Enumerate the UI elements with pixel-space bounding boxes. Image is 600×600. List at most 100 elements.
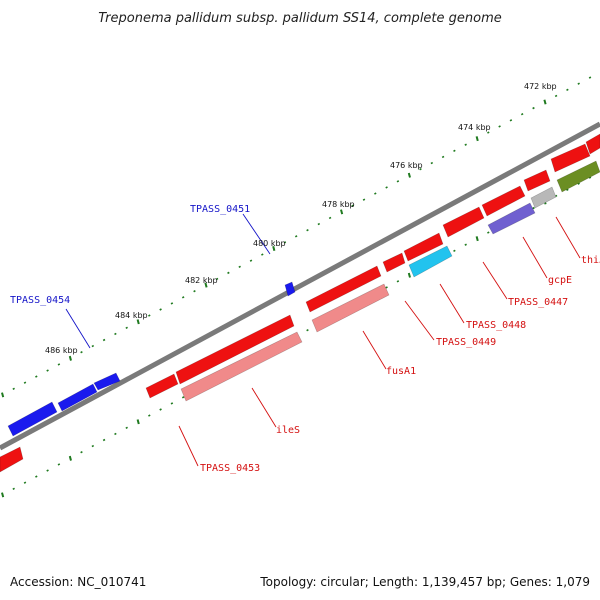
gene-reverse-5[interactable] bbox=[382, 252, 406, 273]
gene-forward-1[interactable] bbox=[7, 401, 58, 437]
gene-reverse-2[interactable] bbox=[145, 373, 179, 399]
minor-tick bbox=[159, 308, 162, 311]
minor-tick bbox=[532, 106, 535, 110]
minor-tick bbox=[566, 88, 569, 92]
gene-reverse-11[interactable] bbox=[585, 133, 600, 155]
major-tick bbox=[407, 172, 411, 178]
gene-reverse-1[interactable] bbox=[0, 446, 24, 473]
tick-label-476: 476 kbp bbox=[390, 161, 423, 170]
minor-tick bbox=[464, 243, 467, 246]
minor-tick bbox=[159, 408, 162, 411]
minor-tick bbox=[328, 216, 332, 220]
label-thiJ: thiJ bbox=[581, 255, 600, 266]
minor-tick bbox=[57, 463, 61, 466]
gene-reverse-4[interactable] bbox=[305, 265, 382, 313]
minor-tick bbox=[215, 277, 219, 281]
minor-tick bbox=[23, 381, 27, 384]
minor-tick bbox=[306, 228, 309, 232]
reverse-strand-genes bbox=[0, 133, 600, 473]
gene-purple[interactable] bbox=[487, 202, 536, 235]
tick-label-472: 472 kbp bbox=[524, 82, 557, 91]
gene-reverse-10[interactable] bbox=[550, 143, 591, 173]
minor-tick bbox=[351, 204, 354, 207]
trna-TPASS_0448[interactable] bbox=[408, 245, 453, 278]
minor-tick bbox=[487, 231, 490, 234]
gene-reverse-9[interactable] bbox=[523, 169, 551, 192]
gene-reverse-6[interactable] bbox=[403, 232, 444, 262]
leader-thiJ bbox=[555, 216, 581, 259]
major-tick bbox=[204, 282, 208, 288]
outer-tick-track bbox=[1, 76, 592, 398]
tick-label-480: 480 kbp bbox=[253, 239, 286, 248]
gene-forward-2[interactable] bbox=[57, 383, 98, 412]
label-TPASS_0454: TPASS_0454 bbox=[10, 295, 70, 306]
minor-tick bbox=[91, 344, 95, 348]
minor-tick bbox=[374, 192, 377, 195]
minor-tick bbox=[385, 286, 388, 289]
label-TPASS_0448: TPASS_0448 bbox=[466, 320, 526, 331]
label-fusA1: fusA1 bbox=[386, 366, 416, 377]
rna-features bbox=[180, 160, 600, 402]
gene-forward-3[interactable] bbox=[93, 372, 121, 391]
minor-tick bbox=[453, 149, 456, 153]
minor-tick bbox=[80, 351, 83, 354]
label-TPASS_0447: TPASS_0447 bbox=[508, 297, 568, 308]
gene-labels: TPASS_0451 TPASS_0454 TPASS_0453 ileS fu… bbox=[10, 204, 600, 474]
minor-tick bbox=[249, 259, 253, 262]
minor-tick bbox=[238, 265, 241, 268]
minor-tick bbox=[23, 481, 27, 484]
major-tick bbox=[1, 392, 5, 398]
tick-label-486: 486 kbp bbox=[45, 346, 78, 355]
gene-reverse-8[interactable] bbox=[481, 185, 526, 217]
gene-reverse-7[interactable] bbox=[442, 206, 485, 238]
minor-tick bbox=[12, 487, 15, 491]
genome-backbone bbox=[0, 121, 600, 451]
leader-gcpE bbox=[522, 236, 548, 279]
minor-tick bbox=[46, 369, 49, 372]
minor-tick bbox=[554, 194, 558, 198]
minor-tick bbox=[317, 222, 321, 226]
minor-tick bbox=[35, 375, 38, 378]
gene-olive[interactable] bbox=[556, 160, 600, 193]
major-tick bbox=[407, 272, 411, 278]
minor-tick bbox=[125, 426, 128, 429]
minor-tick bbox=[453, 249, 456, 253]
minor-tick bbox=[227, 271, 230, 275]
rrna-ileS[interactable] bbox=[180, 331, 303, 402]
gene-gray[interactable] bbox=[530, 186, 557, 209]
minor-tick bbox=[57, 363, 61, 366]
minor-tick bbox=[532, 206, 535, 210]
minor-tick bbox=[396, 180, 400, 183]
rrna-fusA1[interactable] bbox=[311, 283, 390, 333]
major-tick bbox=[136, 319, 140, 325]
minor-tick bbox=[148, 314, 151, 317]
minor-tick bbox=[170, 402, 174, 405]
minor-tick bbox=[464, 143, 467, 146]
genome-summary-text: Topology: circular; Length: 1,139,457 bp… bbox=[259, 575, 590, 589]
label-leaders bbox=[65, 213, 581, 467]
minor-tick bbox=[430, 161, 434, 165]
minor-tick bbox=[148, 414, 151, 417]
minor-tick bbox=[554, 94, 558, 98]
minor-tick bbox=[181, 396, 185, 399]
tick-label-484: 484 kbp bbox=[115, 311, 148, 320]
gene-reverse-3[interactable] bbox=[175, 314, 295, 385]
major-tick bbox=[272, 245, 276, 251]
major-tick bbox=[475, 236, 479, 242]
leader-TPASS_0449 bbox=[404, 300, 435, 341]
minor-tick bbox=[114, 432, 117, 436]
gene-forward-small[interactable] bbox=[284, 281, 296, 297]
label-TPASS_0451: TPASS_0451 bbox=[190, 204, 250, 215]
forward-strand-genes bbox=[7, 281, 296, 437]
map-title: Treponema pallidum subsp. pallidum SS14,… bbox=[98, 11, 502, 26]
label-gcpE: gcpE bbox=[548, 275, 572, 286]
major-tick bbox=[543, 99, 547, 105]
accession-text: Accession: NC_010741 bbox=[10, 575, 146, 589]
minor-tick bbox=[193, 289, 196, 293]
minor-tick bbox=[588, 76, 592, 79]
leader-TPASS_0448 bbox=[439, 283, 465, 324]
minor-tick bbox=[441, 155, 445, 159]
minor-tick bbox=[362, 198, 366, 201]
minor-tick bbox=[294, 235, 298, 238]
minor-tick bbox=[181, 296, 185, 299]
